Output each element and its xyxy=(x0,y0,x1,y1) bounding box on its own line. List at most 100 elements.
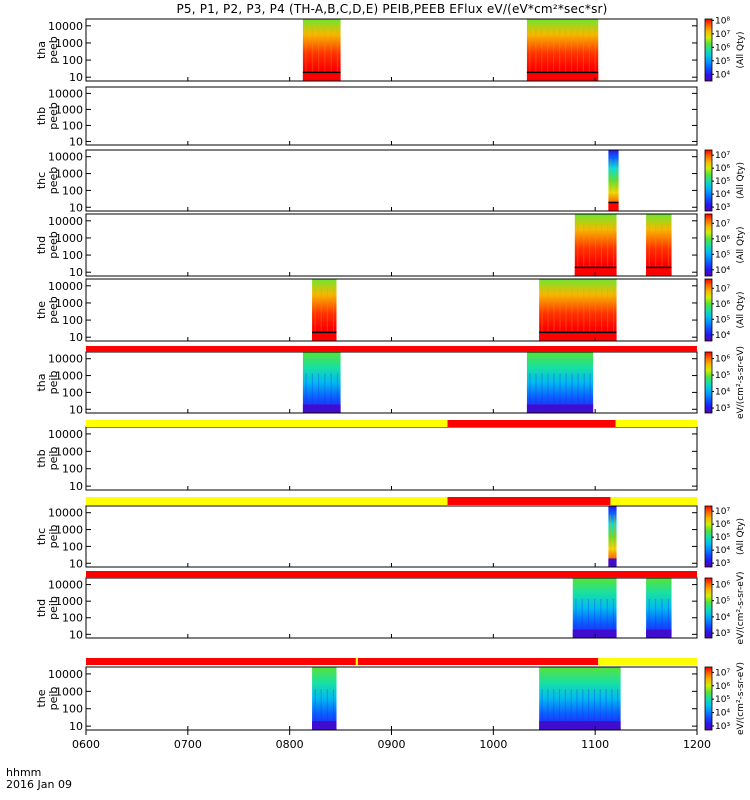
panel-frame xyxy=(85,426,698,491)
y-tick-label: 10 xyxy=(69,201,83,214)
colorbar-tick-label: 10⁴ xyxy=(715,613,730,623)
flag-segment xyxy=(86,346,697,352)
low-energy-band xyxy=(312,332,337,341)
colorbar-label: (All Qty) xyxy=(736,292,746,329)
probe-label: thd xyxy=(35,599,48,617)
colorbar-tick-label: 10⁵ xyxy=(715,315,730,325)
y-tick-label: 10000 xyxy=(48,151,83,164)
spectrogram-block xyxy=(646,214,672,276)
flag-segment xyxy=(86,497,448,505)
low-energy-band xyxy=(312,721,337,730)
instrument-label: peeb xyxy=(47,36,60,64)
y-tick-label: 100 xyxy=(62,119,83,132)
y-tick-label: 10000 xyxy=(48,353,83,366)
y-tick-label: 100 xyxy=(62,314,83,327)
flag-segment xyxy=(447,497,611,505)
x-tick-label: 0600 xyxy=(72,738,100,751)
instrument-label: peib xyxy=(47,596,60,620)
colorbar-tick-label: 10³ xyxy=(715,629,730,639)
panel-label: thbpeeb xyxy=(35,102,60,130)
colorbar-tick-label: 10⁴ xyxy=(715,388,730,398)
y-tick-label: 10000 xyxy=(48,20,83,33)
colorbar-tick-label: 10⁶ xyxy=(715,682,730,692)
colorbar-tick-label: 10⁷ xyxy=(715,507,730,517)
x-tick-label: 1000 xyxy=(479,738,507,751)
y-tick-label: 10 xyxy=(69,266,83,279)
colorbar-label: eV/(cm²-s-sr-eV) xyxy=(736,662,746,735)
probe-label: thc xyxy=(35,528,48,545)
y-tick-label: 10 xyxy=(69,331,83,344)
colorbar-label: (All Qty) xyxy=(736,162,746,199)
colorbar-label: (All Qty) xyxy=(736,32,746,69)
colorbar xyxy=(704,505,713,568)
colorbar-tick-label: 10⁷ xyxy=(715,668,730,678)
y-tick-label: 1000 xyxy=(55,524,83,537)
low-energy-band xyxy=(646,267,672,276)
y-tick-label: 10000 xyxy=(48,507,83,520)
colorbar-tick-label: 10⁴ xyxy=(715,190,730,200)
y-tick-label: 1000 xyxy=(55,685,83,698)
flag-segment xyxy=(86,420,448,427)
probe-label: the xyxy=(35,301,48,319)
panel-frame xyxy=(85,505,698,568)
low-energy-band xyxy=(539,332,617,341)
spectrogram-block xyxy=(312,279,337,341)
y-tick-label: 10 xyxy=(69,403,83,416)
panel-label: thdpeib xyxy=(35,596,60,620)
colorbar-tick-label: 10⁵ xyxy=(715,533,730,543)
colorbar-tick-label: 10⁵ xyxy=(715,250,730,260)
panel-frame xyxy=(85,86,698,146)
panel-frame xyxy=(85,149,698,212)
y-tick-label: 1000 xyxy=(55,297,83,310)
colorbar-tick-label: 10⁵ xyxy=(715,695,730,705)
instrument-label: peeb xyxy=(47,102,60,130)
panel-thc-peeb: 10100100010000thcpeeb10³10⁴10⁵10⁶10⁷(All… xyxy=(35,149,746,214)
low-energy-band xyxy=(302,72,341,81)
colorbar-label: (All Qty) xyxy=(736,518,746,555)
colorbar-label: eV/(cm²-s-sr-eV) xyxy=(736,346,746,419)
instrument-label: peeb xyxy=(47,231,60,259)
y-tick-label: 1000 xyxy=(55,168,83,181)
colorbar-tick-label: 10³ xyxy=(715,404,730,414)
colorbar-tick-label: 10⁴ xyxy=(715,70,730,80)
y-tick-label: 10 xyxy=(69,71,83,84)
colorbar-tick-label: 10⁵ xyxy=(715,371,730,381)
spectrogram-block xyxy=(526,19,599,81)
instrument-label: peib xyxy=(47,687,60,711)
flag-segment xyxy=(598,658,697,665)
colorbar-tick-label: 10⁶ xyxy=(715,43,730,53)
y-tick-label: 10 xyxy=(69,480,83,493)
x-tick-label: 0900 xyxy=(378,738,406,751)
y-tick-label: 10000 xyxy=(48,428,83,441)
panel-label: thapeeb xyxy=(35,36,60,64)
panel-frame xyxy=(85,18,698,82)
panel-label: thbpeib xyxy=(35,447,60,471)
y-tick-label: 10 xyxy=(69,557,83,570)
colorbar-tick-label: 10⁶ xyxy=(715,235,730,245)
flag-bar xyxy=(86,658,697,665)
colorbar-tick-label: 10⁴ xyxy=(715,331,730,341)
low-energy-band xyxy=(539,721,621,730)
colorbar-tick-label: 10⁸ xyxy=(715,16,730,26)
colorbar-tick-label: 10³ xyxy=(715,722,730,732)
y-tick-label: 1000 xyxy=(55,370,83,383)
spectrogram-block xyxy=(539,279,617,341)
probe-label: thb xyxy=(35,107,48,125)
panel-tha-peeb: 10100100010000thapeeb10⁴10⁵10⁶10⁷10⁸(All… xyxy=(35,16,746,84)
y-tick-label: 1000 xyxy=(55,595,83,608)
instrument-label: peib xyxy=(47,447,60,471)
flag-segment xyxy=(615,420,697,427)
spectrogram-block xyxy=(302,352,341,413)
panel-label: thapeib xyxy=(35,371,60,395)
colorbar-tick-label: 10⁷ xyxy=(715,284,730,294)
date-label: 2016 Jan 09 xyxy=(6,778,72,791)
low-energy-band xyxy=(574,267,617,276)
panel-label: thcpeeb xyxy=(35,167,60,195)
y-tick-label: 1000 xyxy=(55,37,83,50)
probe-label: thc xyxy=(35,172,48,189)
colorbar-tick-label: 10⁶ xyxy=(715,520,730,530)
